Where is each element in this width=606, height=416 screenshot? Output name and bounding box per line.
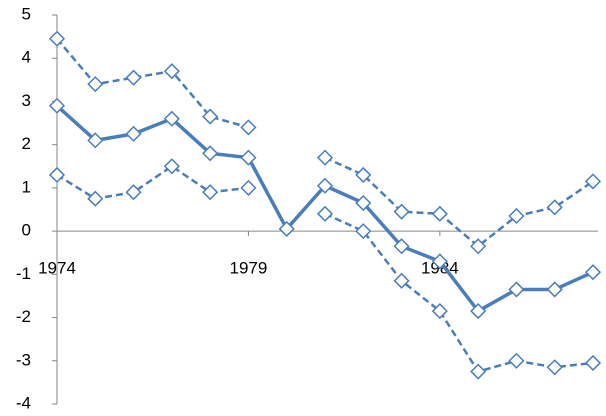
marker [240, 149, 257, 166]
marker [355, 223, 372, 240]
marker [508, 207, 525, 225]
marker [393, 238, 410, 255]
marker [470, 238, 487, 255]
marker [584, 173, 602, 190]
y-tick-label: 4 [22, 48, 31, 67]
marker [125, 184, 142, 201]
marker [431, 205, 448, 222]
marker [48, 30, 66, 47]
marker [431, 303, 448, 320]
marker [163, 63, 180, 80]
y-tick-label: -1 [16, 264, 31, 283]
marker [584, 354, 602, 371]
y-tick-label: 1 [22, 177, 31, 196]
marker [163, 110, 180, 127]
marker [355, 194, 372, 212]
marker [163, 158, 180, 175]
marker [125, 125, 142, 142]
marker [508, 352, 525, 369]
marker [470, 303, 487, 320]
marker [584, 264, 602, 281]
marker [48, 97, 66, 114]
marker [431, 253, 448, 270]
marker [240, 179, 257, 196]
marker [87, 132, 104, 149]
marker [202, 145, 219, 162]
marker [278, 220, 295, 238]
y-tick-label: 0 [22, 221, 31, 240]
marker [87, 76, 104, 93]
x-tick-label: 1979 [230, 259, 268, 278]
marker [393, 272, 410, 289]
marker [546, 359, 563, 376]
marker [393, 203, 410, 220]
series-line [56, 165, 594, 373]
marker [202, 108, 219, 125]
y-tick-label: -4 [16, 393, 31, 412]
marker [355, 166, 372, 183]
marker [125, 69, 142, 86]
y-tick-label: -2 [16, 307, 31, 326]
x-tick-label: 1974 [38, 259, 76, 278]
y-tick-label: 2 [22, 134, 31, 153]
y-tick-label: 5 [22, 4, 31, 23]
marker [508, 281, 525, 298]
marker [202, 184, 219, 201]
y-tick-label: 3 [22, 91, 31, 110]
y-tick-label: -3 [16, 350, 31, 369]
marker [316, 177, 334, 194]
marker [48, 166, 66, 183]
marker [316, 205, 334, 222]
marker [240, 119, 257, 136]
marker [546, 281, 563, 298]
marker [316, 149, 334, 166]
marker [546, 199, 563, 216]
marker [470, 363, 487, 380]
marker [87, 190, 104, 207]
